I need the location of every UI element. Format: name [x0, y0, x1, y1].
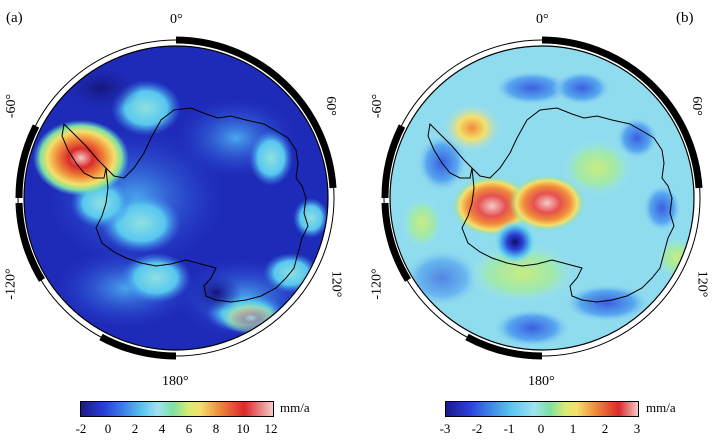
panel-a-label: (a) [6, 10, 23, 26]
colorbar-b-tick: -1 [503, 421, 515, 436]
colorbar-b-tick: 1 [569, 421, 577, 436]
colorbar-b-unit: mm/a [646, 400, 676, 415]
panel-b-map [381, 36, 703, 360]
colorbar-b-tick: 0 [537, 421, 545, 436]
colorbar-a-tick: 0 [104, 421, 112, 436]
colorbar-a-tick: 6 [185, 421, 193, 436]
colorbar-a-unit: mm/a [280, 400, 310, 415]
panel-b-deg-top: 0° [536, 12, 549, 27]
panel-a-deg-left: -60° [4, 93, 20, 119]
panel-a-deg-top: 0° [170, 12, 183, 27]
colorbar-a-tick: 8 [212, 421, 220, 436]
panel-a-deg-lower-right: 120° [328, 270, 344, 298]
panel-a-deg-lower-left: -120° [3, 268, 19, 300]
panel-a-map [15, 36, 337, 360]
antarctica-coastline-b [427, 107, 675, 303]
colorbar-b-tick: -3 [439, 421, 451, 436]
antarctica-coastline-a [61, 107, 309, 303]
colorbar-b [445, 401, 639, 417]
colorbar-a-tick: 12 [264, 421, 278, 436]
colorbar-a [80, 401, 274, 417]
panel-b-label: (b) [676, 10, 694, 26]
colorbar-a-tick: 2 [131, 421, 139, 436]
colorbar-a-tick: 4 [158, 421, 166, 436]
panel-a-deg-right: 60° [322, 96, 338, 116]
colorbar-a-tick: 10 [236, 421, 250, 436]
panel-b-deg-bottom: 180° [528, 374, 555, 389]
panel-b-deg-left: -60° [370, 93, 386, 119]
colorbar-b-tick: -2 [471, 421, 483, 436]
colorbar-b-tick: 3 [633, 421, 641, 436]
panel-a-deg-bottom: 180° [162, 374, 189, 389]
panel-b-deg-lower-left: -120° [369, 268, 385, 300]
colorbar-b-tick: 2 [601, 421, 609, 436]
panel-b-deg-lower-right: 120° [694, 270, 710, 298]
colorbar-a-tick: -2 [75, 421, 87, 436]
panel-b-deg-right: 60° [688, 96, 704, 116]
